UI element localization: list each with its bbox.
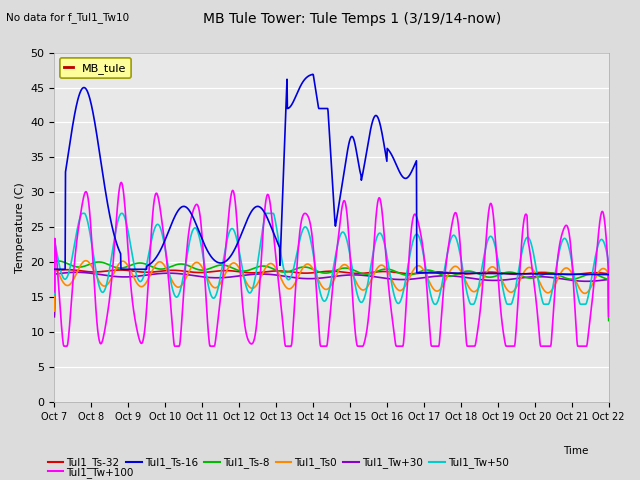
Tul1_Ts-16 bbox=[309, 72, 317, 77]
Tul1_Tw+100 bbox=[287, 343, 294, 349]
Tul1_Ts-32 bbox=[298, 270, 305, 276]
Tul1_Ts0 bbox=[605, 313, 612, 319]
Tul1_Tw+100 bbox=[367, 290, 374, 296]
Tul1_Tw+30 bbox=[605, 317, 612, 323]
Tul1_Tw+100 bbox=[116, 181, 124, 187]
Line: Tul1_Tw+30: Tul1_Tw+30 bbox=[54, 272, 609, 320]
Tul1_Tw+100 bbox=[60, 343, 68, 349]
Tul1_Ts0 bbox=[286, 286, 294, 292]
Legend: Tul1_Tw+100: Tul1_Tw+100 bbox=[44, 463, 138, 480]
Line: Tul1_Ts0: Tul1_Ts0 bbox=[54, 261, 609, 316]
Tul1_Tw+100 bbox=[51, 289, 58, 295]
Tul1_Ts0 bbox=[298, 267, 305, 273]
Line: Tul1_Ts-8: Tul1_Ts-8 bbox=[54, 261, 609, 321]
Tul1_Ts0 bbox=[82, 258, 90, 264]
Tul1_Tw+100 bbox=[94, 327, 102, 333]
Tul1_Tw+30 bbox=[94, 271, 102, 277]
Tul1_Tw+50 bbox=[366, 267, 374, 273]
Tul1_Tw+100 bbox=[605, 313, 612, 319]
Tul1_Ts0 bbox=[366, 279, 374, 285]
Tul1_Tw+50 bbox=[94, 277, 102, 283]
Line: Tul1_Ts-32: Tul1_Ts-32 bbox=[54, 270, 609, 316]
Tul1_Ts-8 bbox=[286, 268, 294, 274]
Text: MB Tule Tower: Tule Temps 1 (3/19/14-now): MB Tule Tower: Tule Temps 1 (3/19/14-now… bbox=[203, 12, 501, 26]
Tul1_Ts-16 bbox=[605, 272, 612, 277]
Tul1_Tw+50 bbox=[51, 292, 58, 298]
Tul1_Ts-16 bbox=[116, 249, 124, 255]
Legend: MB_tule: MB_tule bbox=[60, 58, 131, 78]
Tul1_Ts-32 bbox=[308, 270, 316, 276]
Tul1_Tw+30 bbox=[298, 276, 305, 281]
Tul1_Tw+100 bbox=[298, 216, 306, 222]
Tul1_Ts-16 bbox=[366, 128, 374, 134]
Tul1_Tw+30 bbox=[308, 276, 316, 282]
Tul1_Ts-16 bbox=[297, 82, 305, 88]
Tul1_Ts-32 bbox=[63, 267, 71, 273]
Tul1_Ts-8 bbox=[94, 259, 102, 265]
Tul1_Ts-8 bbox=[51, 305, 58, 311]
Tul1_Tw+50 bbox=[308, 241, 316, 247]
Tul1_Ts-16 bbox=[51, 266, 58, 272]
Tul1_Ts-32 bbox=[605, 313, 612, 319]
Line: Tul1_Tw+100: Tul1_Tw+100 bbox=[54, 182, 609, 346]
Tul1_Ts-32 bbox=[116, 267, 124, 273]
Tul1_Tw+30 bbox=[366, 273, 374, 279]
Tul1_Tw+50 bbox=[286, 276, 294, 282]
Tul1_Tw+30 bbox=[116, 274, 124, 280]
Tul1_Tw+50 bbox=[298, 230, 305, 236]
Tul1_Tw+30 bbox=[51, 314, 58, 320]
Tul1_Ts-8 bbox=[605, 318, 612, 324]
Tul1_Ts-8 bbox=[298, 264, 305, 270]
Tul1_Ts0 bbox=[308, 264, 316, 269]
Tul1_Tw+30 bbox=[73, 269, 81, 275]
Tul1_Ts0 bbox=[51, 308, 58, 314]
Tul1_Ts-16 bbox=[286, 105, 294, 110]
Tul1_Ts-16 bbox=[93, 135, 101, 141]
Tul1_Ts-8 bbox=[366, 271, 374, 276]
Tul1_Tw+50 bbox=[605, 306, 612, 312]
Tul1_Ts-32 bbox=[366, 270, 374, 276]
Line: Tul1_Tw+50: Tul1_Tw+50 bbox=[54, 213, 609, 309]
Tul1_Ts-8 bbox=[116, 265, 124, 271]
Tul1_Ts0 bbox=[94, 276, 102, 282]
Tul1_Ts-8 bbox=[308, 266, 316, 272]
Tul1_Tw+50 bbox=[79, 210, 86, 216]
Y-axis label: Temperature (C): Temperature (C) bbox=[15, 182, 25, 273]
Tul1_Ts-32 bbox=[94, 269, 102, 275]
Tul1_Ts0 bbox=[116, 260, 124, 265]
Text: No data for f_Tul1_Tw10: No data for f_Tul1_Tw10 bbox=[6, 12, 129, 23]
Text: Time: Time bbox=[563, 446, 589, 456]
Tul1_Tw+100 bbox=[118, 180, 125, 185]
Tul1_Ts-32 bbox=[51, 312, 58, 317]
Tul1_Ts-8 bbox=[54, 258, 61, 264]
Line: Tul1_Ts-16: Tul1_Ts-16 bbox=[54, 74, 609, 275]
Tul1_Tw+50 bbox=[116, 212, 124, 217]
Tul1_Tw+100 bbox=[308, 230, 316, 236]
Legend: Tul1_Ts-32, Tul1_Ts-16, Tul1_Ts-8, Tul1_Ts0, Tul1_Tw+30, Tul1_Tw+50: Tul1_Ts-32, Tul1_Ts-16, Tul1_Ts-8, Tul1_… bbox=[44, 453, 513, 472]
Tul1_Ts-16 bbox=[307, 72, 315, 78]
Tul1_Tw+30 bbox=[286, 274, 294, 280]
Tul1_Ts-32 bbox=[286, 269, 294, 275]
